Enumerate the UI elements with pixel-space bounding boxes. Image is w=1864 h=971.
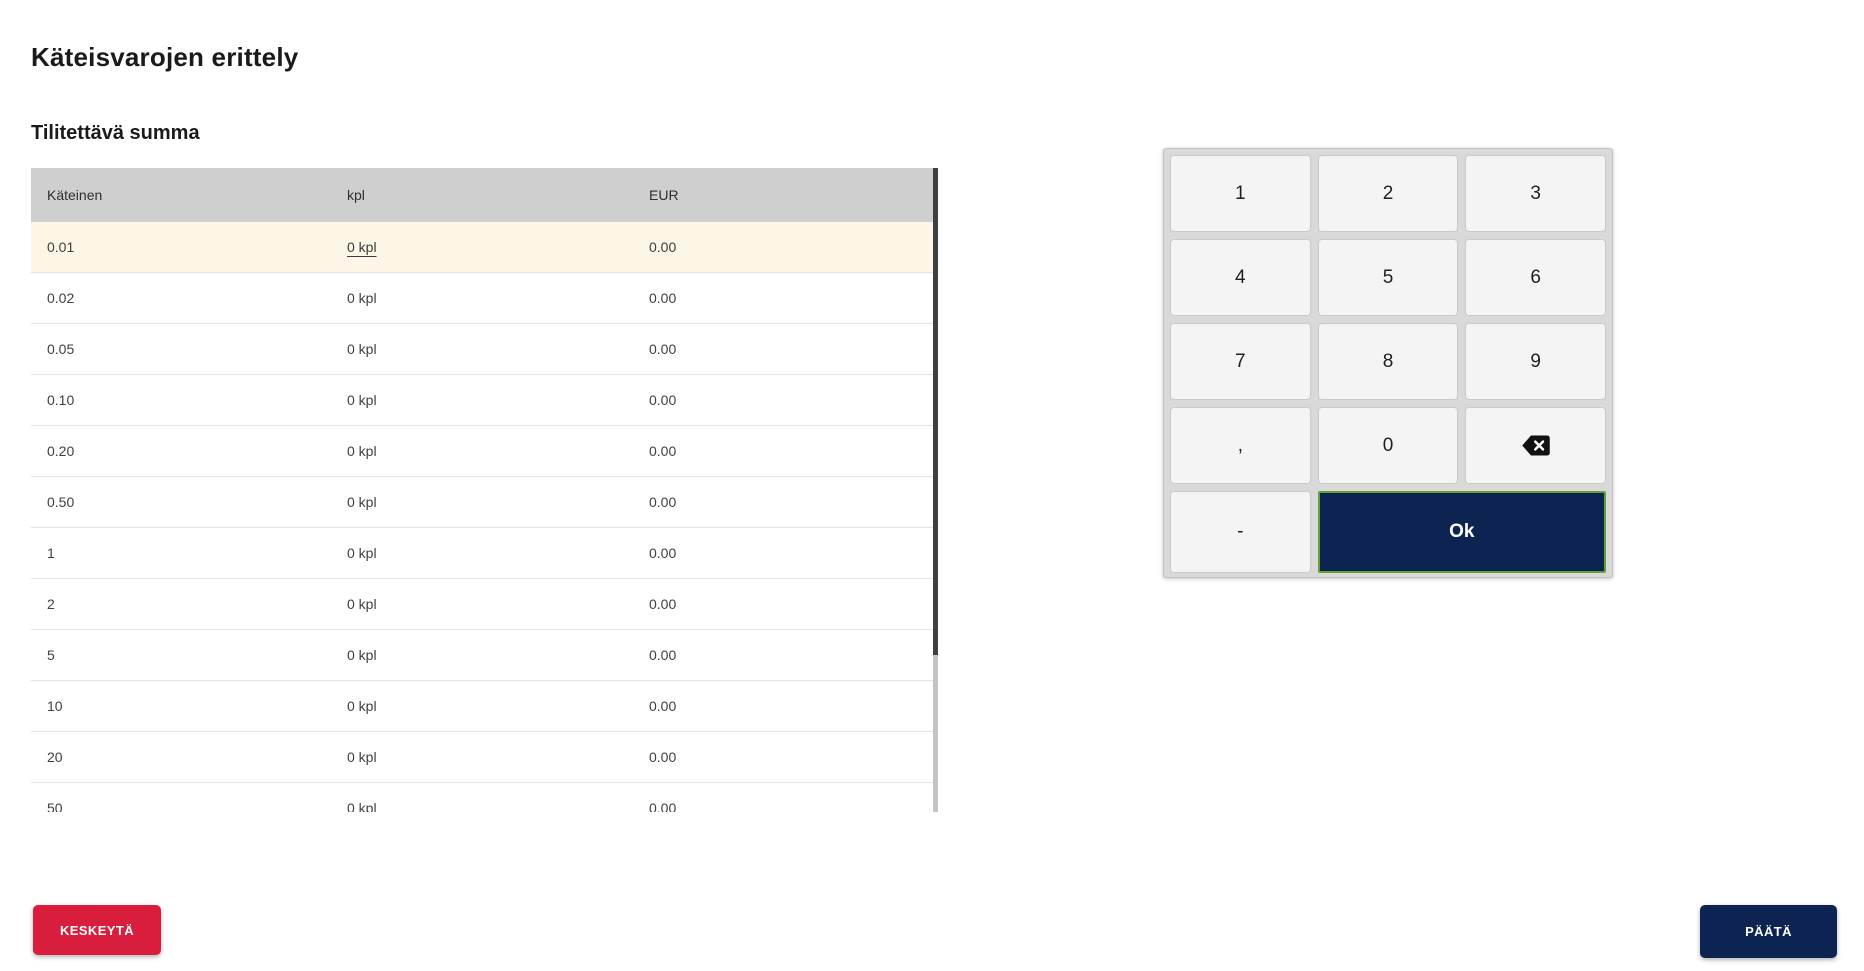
- eur-value: 0.00: [649, 545, 677, 561]
- table-row[interactable]: 0.02 0 kpl 0.00: [31, 273, 938, 324]
- eur-value: 0.00: [649, 392, 677, 408]
- denomination-value: 0.05: [47, 341, 75, 357]
- count-value[interactable]: 0 kpl: [347, 596, 377, 612]
- count-cell: 0 kpl: [331, 800, 633, 812]
- table-header-row: Käteinen kpl EUR: [31, 168, 938, 222]
- count-value[interactable]: 0 kpl: [347, 647, 377, 663]
- section-title: Tilitettävä summa: [31, 122, 200, 144]
- table-row[interactable]: 0.01 0 kpl 0.00: [31, 222, 938, 273]
- count-cell: 0 kpl: [331, 698, 633, 714]
- denomination-value: 20: [47, 749, 63, 765]
- denomination-value: 0.50: [47, 494, 75, 510]
- count-cell: 0 kpl: [331, 749, 633, 765]
- column-header: kpl: [347, 187, 365, 203]
- table-row[interactable]: 1 0 kpl 0.00: [31, 528, 938, 579]
- column-header: Käteinen: [47, 187, 103, 203]
- scrollbar-thumb[interactable]: [933, 168, 938, 655]
- denomination-value: 0.10: [47, 392, 75, 408]
- count-value[interactable]: 0 kpl: [347, 239, 377, 255]
- denomination-value: 2: [47, 596, 55, 612]
- count-value[interactable]: 0 kpl: [347, 341, 377, 357]
- eur-value: 0.00: [649, 647, 677, 663]
- column-header: EUR: [649, 187, 679, 203]
- finish-button[interactable]: PÄÄTÄ: [1700, 905, 1837, 958]
- key-comma[interactable]: ,: [1170, 407, 1311, 484]
- table-row[interactable]: 50 0 kpl 0.00: [31, 783, 938, 812]
- denomination-value: 0.02: [47, 290, 75, 306]
- cancel-button[interactable]: KESKEYTÄ: [33, 905, 161, 955]
- count-value[interactable]: 0 kpl: [347, 290, 377, 306]
- key-5[interactable]: 5: [1317, 239, 1459, 316]
- key-8[interactable]: 8: [1317, 323, 1459, 400]
- eur-value: 0.00: [649, 443, 677, 459]
- table-scrollbar[interactable]: [933, 168, 938, 812]
- denomination-value: 0.01: [47, 239, 75, 255]
- count-cell: 0 kpl: [331, 647, 633, 663]
- count-value[interactable]: 0 kpl: [347, 800, 377, 812]
- key-9[interactable]: 9: [1465, 323, 1606, 400]
- eur-value: 0.00: [649, 494, 677, 510]
- key-6[interactable]: 6: [1465, 239, 1606, 316]
- key-0[interactable]: 0: [1317, 407, 1459, 484]
- count-value[interactable]: 0 kpl: [347, 443, 377, 459]
- ok-button[interactable]: Ok: [1317, 491, 1606, 573]
- count-value[interactable]: 0 kpl: [347, 749, 377, 765]
- table-row[interactable]: 10 0 kpl 0.00: [31, 681, 938, 732]
- key-7[interactable]: 7: [1170, 323, 1311, 400]
- eur-value: 0.00: [649, 341, 677, 357]
- key-3[interactable]: 3: [1465, 155, 1606, 232]
- count-cell: 0 kpl: [331, 596, 633, 612]
- backspace-key[interactable]: [1465, 407, 1606, 484]
- table-row[interactable]: 0.20 0 kpl 0.00: [31, 426, 938, 477]
- count-cell: 0 kpl: [331, 290, 633, 306]
- key-1[interactable]: 1: [1170, 155, 1311, 232]
- count-cell: 0 kpl: [331, 392, 633, 408]
- eur-value: 0.00: [649, 698, 677, 714]
- eur-value: 0.00: [649, 290, 677, 306]
- count-cell: 0 kpl: [331, 443, 633, 459]
- count-cell: 0 kpl: [331, 239, 633, 255]
- eur-value: 0.00: [649, 239, 677, 255]
- table-row[interactable]: 20 0 kpl 0.00: [31, 732, 938, 783]
- denomination-value: 0.20: [47, 443, 75, 459]
- count-value[interactable]: 0 kpl: [347, 698, 377, 714]
- minus-key[interactable]: -: [1170, 491, 1311, 573]
- count-cell: 0 kpl: [331, 341, 633, 357]
- table-row[interactable]: 5 0 kpl 0.00: [31, 630, 938, 681]
- denomination-value: 5: [47, 647, 55, 663]
- key-2[interactable]: 2: [1317, 155, 1459, 232]
- table-row[interactable]: 0.50 0 kpl 0.00: [31, 477, 938, 528]
- page-title: Käteisvarojen erittely: [31, 42, 299, 72]
- table-row[interactable]: 0.10 0 kpl 0.00: [31, 375, 938, 426]
- denominations-table: Käteinen kpl EUR 0.01 0 kpl 0.00 0.02 0 kpl 0.0…: [31, 168, 938, 812]
- table-body: 0.01 0 kpl 0.00 0.02 0 kpl 0.00 0.05 0 kpl 0.00 0…: [31, 222, 938, 812]
- denomination-value: 1: [47, 545, 55, 561]
- count-value[interactable]: 0 kpl: [347, 494, 377, 510]
- key-4[interactable]: 4: [1170, 239, 1311, 316]
- count-cell: 0 kpl: [331, 494, 633, 510]
- count-cell: 0 kpl: [331, 545, 633, 561]
- count-value[interactable]: 0 kpl: [347, 392, 377, 408]
- table-row[interactable]: 2 0 kpl 0.00: [31, 579, 938, 630]
- count-value[interactable]: 0 kpl: [347, 545, 377, 561]
- eur-value: 0.00: [649, 800, 677, 812]
- denomination-value: 50: [47, 800, 63, 812]
- table-row[interactable]: 0.05 0 kpl 0.00: [31, 324, 938, 375]
- backspace-icon: [1521, 435, 1550, 456]
- denomination-value: 10: [47, 698, 63, 714]
- eur-value: 0.00: [649, 749, 677, 765]
- eur-value: 0.00: [649, 596, 677, 612]
